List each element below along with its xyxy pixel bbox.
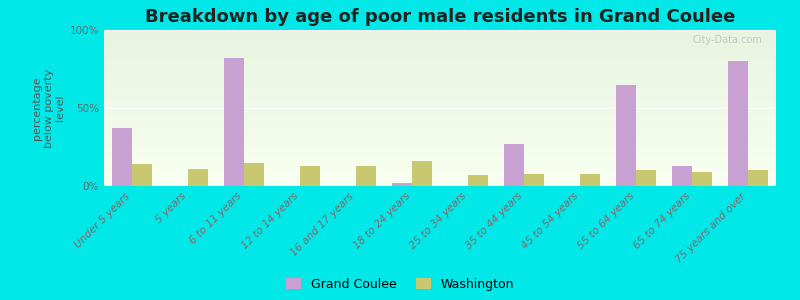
Bar	[412, 161, 432, 186]
Bar	[672, 166, 692, 186]
Bar	[356, 166, 376, 186]
Bar	[692, 172, 712, 186]
Text: City-Data.com: City-Data.com	[693, 35, 762, 45]
Bar	[616, 85, 636, 186]
Bar	[224, 58, 244, 186]
Legend: Grand Coulee, Washington: Grand Coulee, Washington	[286, 278, 514, 291]
Y-axis label: percentage
below poverty
level: percentage below poverty level	[32, 68, 66, 148]
Bar	[468, 175, 487, 186]
Bar	[580, 173, 600, 186]
Bar	[112, 128, 132, 186]
Bar	[300, 166, 320, 186]
Bar	[505, 144, 524, 186]
Bar	[728, 61, 748, 186]
Bar	[748, 170, 768, 186]
Bar	[524, 173, 544, 186]
Bar	[188, 169, 208, 186]
Bar	[393, 183, 412, 186]
Bar	[636, 170, 656, 186]
Title: Breakdown by age of poor male residents in Grand Coulee: Breakdown by age of poor male residents …	[145, 8, 735, 26]
Bar	[132, 164, 152, 186]
Bar	[244, 163, 264, 186]
